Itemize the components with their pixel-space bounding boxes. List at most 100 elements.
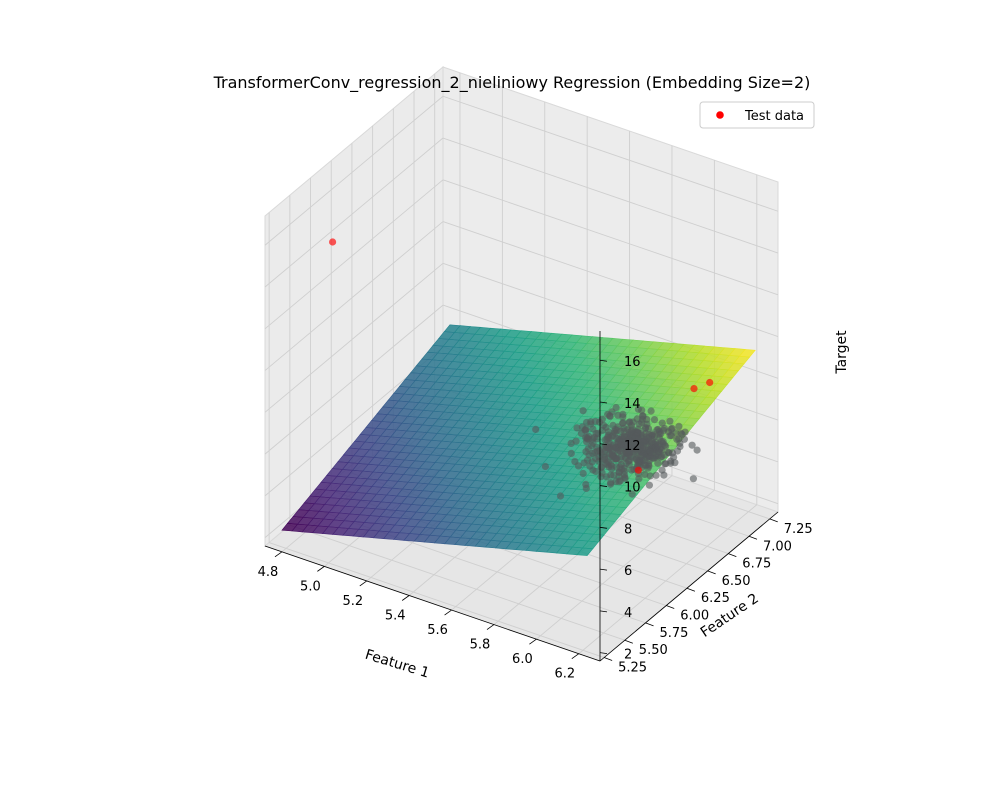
cluster-point bbox=[655, 434, 664, 442]
cluster-point bbox=[541, 462, 550, 471]
grid-line-y-floor bbox=[268, 542, 605, 658]
x-tick-label: 5.6 bbox=[427, 623, 448, 638]
x-tick-mark bbox=[571, 653, 580, 660]
cluster-point bbox=[681, 428, 689, 436]
cluster-point bbox=[623, 448, 632, 456]
cluster-point bbox=[579, 407, 587, 415]
cluster-point bbox=[641, 470, 649, 478]
cluster-point bbox=[628, 490, 636, 498]
z-tick-mark bbox=[599, 401, 608, 404]
cluster-point bbox=[591, 417, 600, 425]
z-tick-label: 10 bbox=[624, 481, 641, 496]
grid-line-z-left bbox=[264, 221, 444, 371]
cluster-point bbox=[583, 435, 591, 443]
grid-line-z-back bbox=[442, 179, 779, 296]
y-tick-label: 7.25 bbox=[784, 522, 813, 537]
y-tick-label: 6.75 bbox=[742, 557, 771, 572]
x-tick-mark bbox=[274, 551, 283, 558]
cluster-point bbox=[614, 423, 622, 431]
cluster-point bbox=[675, 435, 683, 443]
cluster-point bbox=[605, 463, 613, 471]
test-data-points bbox=[329, 238, 714, 474]
grid-line-x-floor bbox=[536, 489, 715, 640]
cluster-point bbox=[640, 450, 648, 458]
cluster-point bbox=[605, 434, 613, 442]
cluster-point bbox=[666, 432, 674, 440]
z-tick-mark bbox=[599, 652, 608, 655]
y-tick-mark bbox=[645, 622, 654, 627]
regression-surface bbox=[281, 324, 756, 556]
x-tick-label: 4.8 bbox=[258, 565, 279, 580]
cluster-point bbox=[645, 481, 654, 489]
cluster-point bbox=[574, 462, 583, 470]
cluster-point bbox=[573, 424, 581, 432]
grid-line-z-left bbox=[264, 304, 444, 455]
legend-box bbox=[699, 101, 815, 129]
y-axis: 5.25 5.50 5.75 6.00 6.25 6.50 6.75 7.00 7.25 bbox=[599, 511, 813, 676]
x-tick-label: 5.4 bbox=[385, 609, 406, 624]
cluster-point bbox=[639, 438, 647, 446]
y-tick-label: 5.25 bbox=[618, 661, 647, 676]
cluster-point bbox=[582, 484, 590, 492]
cluster-point bbox=[688, 441, 696, 449]
cluster-point bbox=[689, 475, 698, 483]
test-data-point bbox=[329, 238, 337, 246]
cluster-point bbox=[597, 463, 606, 471]
cluster-point bbox=[680, 435, 689, 443]
cluster-point bbox=[621, 474, 629, 483]
cluster-point bbox=[633, 443, 642, 451]
x-tick-mark bbox=[444, 609, 452, 616]
cluster-point bbox=[639, 412, 647, 420]
y-tick-mark bbox=[728, 553, 737, 557]
z-tick-label: 12 bbox=[624, 439, 641, 454]
x-tick-label: 5.2 bbox=[342, 594, 363, 609]
legend-marker bbox=[716, 111, 724, 119]
z-tick-mark bbox=[599, 526, 608, 529]
cluster-point bbox=[667, 457, 675, 465]
cluster-point bbox=[627, 466, 636, 474]
cluster-point bbox=[654, 459, 662, 467]
test-data-point bbox=[690, 385, 698, 393]
grid-line-z-back bbox=[442, 137, 779, 254]
cluster-point bbox=[693, 446, 701, 454]
cluster-point bbox=[652, 443, 660, 451]
grid-line-z-left bbox=[264, 95, 444, 246]
cluster-point bbox=[638, 418, 646, 427]
z-tick-mark bbox=[599, 359, 608, 362]
cluster-point bbox=[615, 478, 623, 486]
cluster-point bbox=[610, 471, 618, 479]
cluster-point bbox=[579, 469, 587, 478]
test-data-point bbox=[706, 378, 714, 387]
grid-line-z-back bbox=[442, 221, 779, 337]
x-tick-label: 6.0 bbox=[512, 652, 533, 667]
z-tick-label: 4 bbox=[624, 606, 632, 621]
cluster-point bbox=[646, 472, 654, 480]
grid-line-z-back bbox=[442, 95, 779, 212]
legend-label: Test data bbox=[744, 109, 804, 124]
z-tick-label: 16 bbox=[624, 355, 641, 370]
cluster-point bbox=[635, 475, 643, 483]
cluster-point bbox=[644, 424, 653, 433]
cluster-point bbox=[628, 453, 636, 461]
x-tick-mark bbox=[359, 580, 368, 587]
cluster-point bbox=[619, 419, 627, 427]
z-tick-label: 6 bbox=[624, 564, 632, 579]
y-tick-mark bbox=[624, 639, 633, 644]
grid-line-y-floor bbox=[289, 524, 625, 641]
y-tick-mark bbox=[707, 570, 716, 575]
cluster-point bbox=[607, 479, 615, 487]
cluster-point bbox=[586, 462, 594, 470]
cluster-point bbox=[638, 406, 646, 414]
z-tick-label: 8 bbox=[624, 522, 632, 537]
z-tick-mark bbox=[599, 485, 608, 487]
cluster-point bbox=[567, 449, 575, 457]
cluster-point bbox=[532, 425, 540, 433]
z-tick-label: 2 bbox=[624, 648, 632, 663]
cluster-point bbox=[650, 416, 659, 424]
cluster-point bbox=[556, 492, 565, 500]
x-tick-mark bbox=[317, 566, 325, 572]
y-tick-label: 6.00 bbox=[680, 609, 709, 624]
y-tick-mark bbox=[769, 518, 778, 523]
cluster-point bbox=[593, 443, 601, 451]
